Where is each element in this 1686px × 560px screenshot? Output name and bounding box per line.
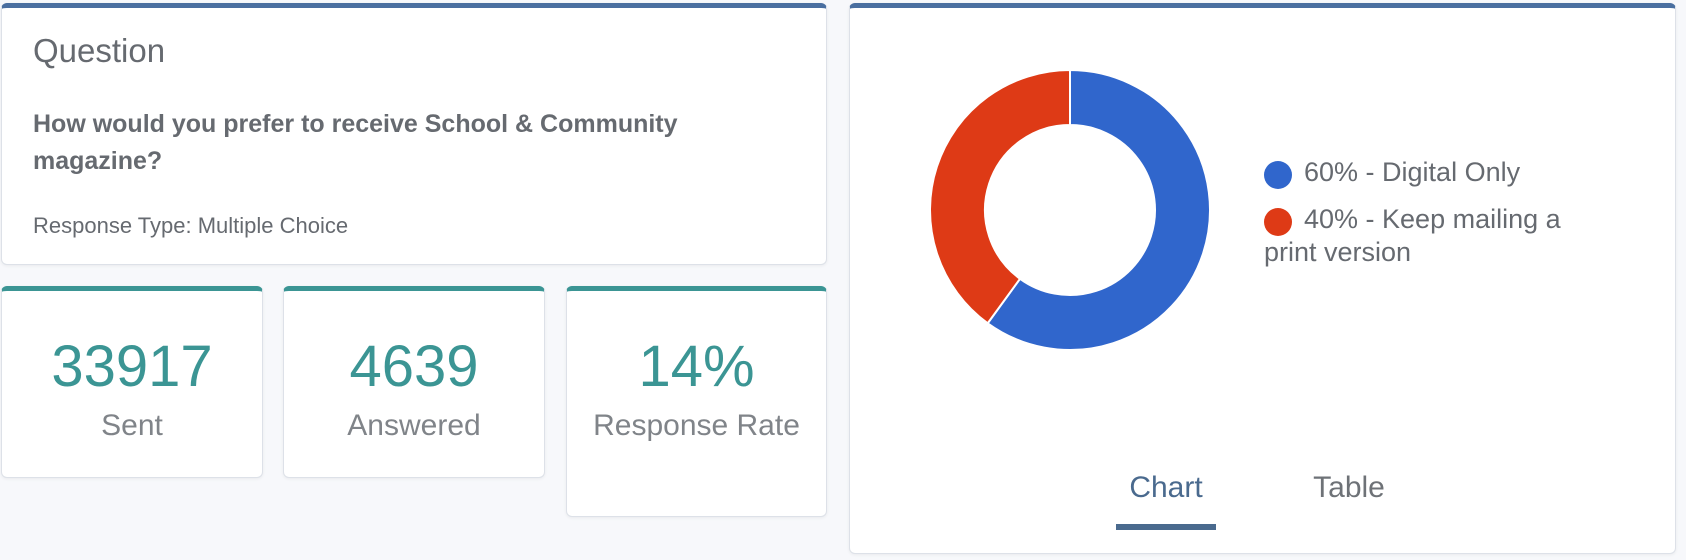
tab-chart[interactable]: Chart [1116, 468, 1216, 530]
sent-label: Sent [101, 409, 163, 442]
response-rate-value: 14% [638, 334, 755, 399]
chart-card: 60% - Digital Only 40% - Keep mailing a … [849, 3, 1676, 554]
response-rate-label: Response Rate [593, 409, 800, 442]
answered-label: Answered [347, 409, 481, 442]
stat-card-sent: 33917 Sent [1, 286, 263, 478]
stat-card-answered: 4639 Answered [283, 286, 545, 478]
legend-label-digital: 60% - Digital Only [1304, 157, 1521, 187]
legend-item-print[interactable]: 40% - Keep mailing a print version [1264, 203, 1594, 269]
donut-slice-digital[interactable] [986, 68, 1211, 351]
question-text: How would you prefer to receive School &… [33, 110, 678, 175]
legend-label-print: 40% - Keep mailing a print version [1264, 204, 1561, 267]
tab-table[interactable]: Table [1313, 471, 1385, 504]
sent-count: 33917 [51, 334, 213, 399]
legend-dot-digital [1264, 161, 1292, 189]
donut-chart [929, 68, 1211, 351]
donut-slice-print[interactable] [929, 68, 1071, 325]
response-type-label: Response Type: Multiple Choice [33, 213, 349, 238]
question-card: Question How would you prefer to receive… [1, 3, 827, 265]
question-heading: Question [33, 32, 166, 69]
stat-card-response-rate: 14% Response Rate [566, 286, 827, 517]
legend-item-digital[interactable]: 60% - Digital Only [1264, 156, 1594, 189]
view-tabs: Chart Table [850, 468, 1675, 530]
chart-legend: 60% - Digital Only 40% - Keep mailing a … [1264, 156, 1594, 283]
answered-count: 4639 [349, 334, 479, 399]
legend-dot-print [1264, 208, 1292, 236]
